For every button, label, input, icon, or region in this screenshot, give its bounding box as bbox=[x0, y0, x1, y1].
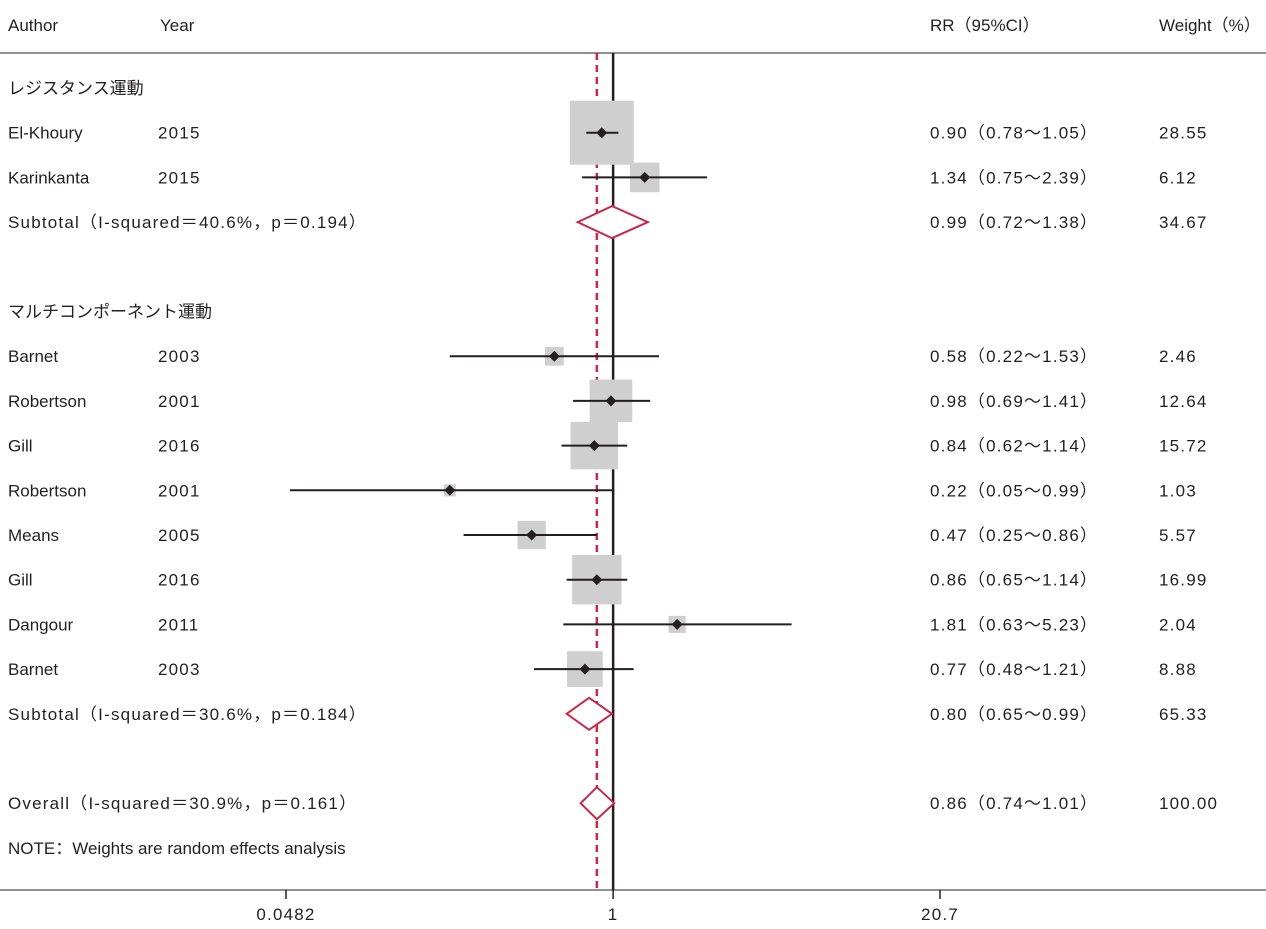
study-year: 2016 bbox=[158, 437, 201, 456]
study-point-estimate bbox=[591, 574, 603, 586]
study-row: El-Khoury 2015 0.90（0.78～1.05） 28.55 bbox=[8, 100, 1208, 165]
study-row: Robertson 2001 0.22（0.05～0.99） 1.03 bbox=[8, 481, 1197, 500]
subtotal-row: Subtotal（I-squared＝40.6%，p＝0.194） 0.99（0.… bbox=[8, 205, 1208, 240]
study-point-estimate bbox=[605, 395, 617, 407]
x-tick-label: 20.7 bbox=[921, 905, 959, 924]
x-tick-label: 0.0482 bbox=[256, 905, 315, 924]
study-author: Robertson bbox=[8, 392, 86, 411]
footnote: NOTE：Weights are random effects analysis bbox=[8, 839, 346, 858]
study-year: 2003 bbox=[158, 347, 201, 366]
study-row: Robertson 2001 0.98（0.69～1.41） 12.64 bbox=[8, 379, 1208, 423]
study-year: 2015 bbox=[158, 168, 201, 187]
study-rr-ci: 0.77（0.48～1.21） bbox=[930, 660, 1098, 679]
study-weight: 12.64 bbox=[1159, 392, 1208, 411]
study-rr-ci: 1.81（0.63～5.23） bbox=[930, 615, 1098, 634]
study-weight: 6.12 bbox=[1159, 168, 1197, 187]
study-weight: 2.46 bbox=[1159, 347, 1197, 366]
study-weight: 8.88 bbox=[1159, 660, 1197, 679]
study-point-estimate bbox=[596, 127, 608, 139]
study-row: Barnet 2003 0.77（0.48～1.21） 8.88 bbox=[8, 651, 1197, 687]
study-point-estimate bbox=[579, 663, 591, 675]
overall-diamond bbox=[579, 785, 616, 821]
study-year: 2015 bbox=[158, 124, 201, 143]
study-weight: 28.55 bbox=[1159, 124, 1208, 143]
subtotal-weight: 65.33 bbox=[1159, 705, 1208, 724]
study-year: 2016 bbox=[158, 571, 201, 590]
header-row: Author Year RR（95%CI） Weight（%） bbox=[8, 16, 1261, 35]
subtotal-rr-ci: 0.99（0.72～1.38） bbox=[930, 213, 1098, 232]
study-row: Gill 2016 0.86（0.65～1.14） 16.99 bbox=[8, 555, 1208, 605]
group-heading: レジスタンス運動 bbox=[8, 79, 144, 98]
study-point-estimate bbox=[671, 618, 683, 630]
study-row: Gill 2016 0.84（0.62～1.14） 15.72 bbox=[8, 421, 1208, 470]
study-row: Karinkanta 2015 1.34（0.75～2.39） 6.12 bbox=[8, 162, 1197, 193]
x-axis: 0.0482 1 20.7 bbox=[256, 890, 959, 924]
study-author: Means bbox=[8, 526, 59, 545]
study-rr-ci: 0.98（0.69～1.41） bbox=[930, 392, 1098, 411]
header-rr-ci: RR（95%CI） bbox=[930, 16, 1040, 35]
overall-label: Overall（I-squared＝30.9%，p＝0.161） bbox=[8, 794, 357, 813]
study-rr-ci: 0.47（0.25～0.86） bbox=[930, 526, 1098, 545]
x-tick-label: 1 bbox=[608, 905, 619, 924]
study-year: 2001 bbox=[158, 481, 201, 500]
study-weight: 2.04 bbox=[1159, 615, 1197, 634]
study-point-estimate bbox=[444, 484, 456, 496]
header-author: Author bbox=[8, 16, 58, 35]
overall-rr-ci: 0.86（0.74～1.01） bbox=[930, 794, 1098, 813]
overall-row: Overall（I-squared＝30.9%，p＝0.161） 0.86（0.7… bbox=[8, 785, 1218, 821]
study-year: 2003 bbox=[158, 660, 201, 679]
study-author: Karinkanta bbox=[8, 168, 90, 187]
subtotal-label: Subtotal（I-squared＝30.6%，p＝0.184） bbox=[8, 705, 367, 724]
overall-weight: 100.00 bbox=[1159, 794, 1218, 813]
study-weight: 5.57 bbox=[1159, 526, 1197, 545]
study-author: Robertson bbox=[8, 481, 86, 500]
study-author: Barnet bbox=[8, 660, 58, 679]
study-row: Means 2005 0.47（0.25～0.86） 5.57 bbox=[8, 520, 1197, 550]
plot-frame bbox=[0, 52, 1266, 891]
subtotal-weight: 34.67 bbox=[1159, 213, 1208, 232]
group-heading: マルチコンポーネント運動 bbox=[8, 303, 212, 322]
study-rr-ci: 0.22（0.05～0.99） bbox=[930, 481, 1098, 500]
plot-rows: レジスタンス運動 El-Khoury 2015 0.90（0.78～1.05） 28.5… bbox=[8, 79, 1218, 858]
study-rr-ci: 0.86（0.65～1.14） bbox=[930, 571, 1098, 590]
subtotal-rr-ci: 0.80（0.65～0.99） bbox=[930, 705, 1098, 724]
study-author: Gill bbox=[8, 437, 33, 456]
study-year: 2011 bbox=[158, 615, 199, 634]
study-row: Dangour 2011 1.81（0.63～5.23） 2.04 bbox=[8, 615, 1197, 634]
subtotal-row: Subtotal（I-squared＝30.6%，p＝0.184） 0.80（0.… bbox=[8, 696, 1208, 732]
header-year: Year bbox=[160, 16, 195, 35]
study-year: 2005 bbox=[158, 526, 201, 545]
study-weight: 1.03 bbox=[1159, 481, 1197, 500]
subtotal-diamond bbox=[575, 205, 651, 240]
study-weight: 16.99 bbox=[1159, 571, 1208, 590]
study-author: El-Khoury bbox=[8, 124, 83, 143]
study-rr-ci: 0.90（0.78～1.05） bbox=[930, 124, 1098, 143]
study-author: Gill bbox=[8, 571, 33, 590]
study-point-estimate bbox=[639, 171, 651, 183]
subtotal-label: Subtotal（I-squared＝40.6%，p＝0.194） bbox=[8, 213, 367, 232]
study-point-estimate bbox=[548, 350, 560, 362]
study-author: Barnet bbox=[8, 347, 58, 366]
study-point-estimate bbox=[526, 529, 538, 541]
study-rr-ci: 1.34（0.75～2.39） bbox=[930, 168, 1098, 187]
study-rr-ci: 0.84（0.62～1.14） bbox=[930, 437, 1098, 456]
study-row: Barnet 2003 0.58（0.22～1.53） 2.46 bbox=[8, 346, 1197, 366]
study-point-estimate bbox=[588, 440, 600, 452]
header-weight: Weight（%） bbox=[1159, 16, 1261, 35]
study-year: 2001 bbox=[158, 392, 201, 411]
study-rr-ci: 0.58（0.22～1.53） bbox=[930, 347, 1098, 366]
study-author: Dangour bbox=[8, 615, 74, 634]
study-weight: 15.72 bbox=[1159, 437, 1208, 456]
subtotal-diamond bbox=[564, 696, 614, 732]
